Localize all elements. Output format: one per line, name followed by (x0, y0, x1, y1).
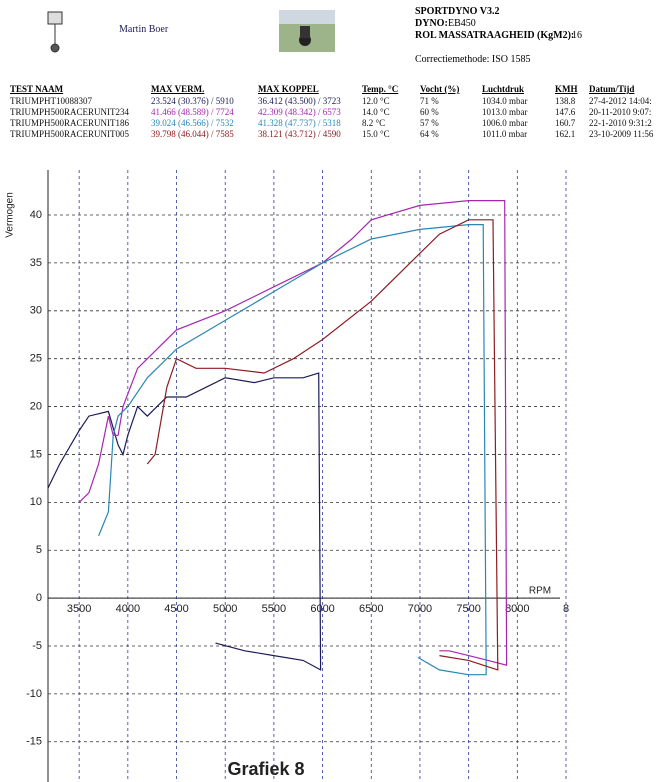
table-cell: 23-10-2009 11:56 (589, 129, 654, 139)
photo (279, 10, 335, 52)
table-cell: 42.309 (48.342) / 6573 (258, 107, 341, 117)
y-tick-label: 0 (36, 592, 42, 604)
table-cell: MAX KOPPEL (258, 84, 319, 94)
series-line (78, 200, 508, 666)
table-cell: 15.0 °C (362, 129, 390, 139)
table-cell: 1034.0 mbar (482, 96, 528, 106)
y-tick-label: 20 (30, 400, 42, 412)
y-axis-label: Vermogen (5, 192, 16, 238)
table-cell: TEST NAAM (10, 84, 64, 94)
x-tick-label: 4500 (164, 603, 188, 615)
inertia-value: 16 (572, 30, 582, 41)
table-cell: KMH (555, 84, 578, 94)
x-axis-label: RPM (529, 586, 551, 597)
table-cell: 36.412 (43.500) / 3723 (258, 96, 341, 106)
y-tick-label: 30 (30, 305, 42, 317)
logo (47, 11, 63, 53)
table-cell: 57 % (420, 118, 439, 128)
table-cell: 27-4-2012 14:04: (589, 96, 652, 106)
table-cell: 1013.0 mbar (482, 107, 528, 117)
table-cell: 8.2 °C (362, 118, 386, 128)
x-tick-label: 4000 (116, 603, 140, 615)
table-cell: 38.121 (43.712) / 4590 (258, 129, 341, 139)
program: SPORTDYNO V3.2 (415, 6, 500, 17)
series-line (146, 219, 499, 671)
table-cell: TRIUMPH500RACERUNIT234 (10, 107, 130, 117)
chart-title: Grafiek 8 (227, 759, 304, 779)
x-tick-label: 6500 (359, 603, 383, 615)
y-tick-label: 15 (30, 448, 42, 460)
table-cell: 22-1-2010 9:31:2 (589, 118, 652, 128)
table-cell: 60 % (420, 107, 439, 117)
table-cell: 64 % (420, 129, 439, 139)
table-cell: 1006.0 mbar (482, 118, 528, 128)
series-line (47, 372, 322, 671)
x-tick-label: 5000 (213, 603, 237, 615)
y-tick-label: -10 (26, 688, 42, 700)
table-cell: Vocht (%) (420, 84, 460, 94)
table-cell: TRIUMPHT10088307 (10, 96, 93, 106)
correction: Correctiemethode: ISO 1585 (415, 54, 531, 65)
table-cell: TRIUMPH500RACERUNIT186 (10, 118, 130, 128)
x-tick-label: 7000 (408, 603, 432, 615)
y-tick-label: 10 (30, 496, 42, 508)
table-cell: 160.7 (555, 118, 576, 128)
table-cell: 147.6 (555, 107, 576, 117)
y-tick-label: 35 (30, 257, 42, 269)
table-cell: Temp. °C (362, 84, 399, 94)
table-cell: 14.0 °C (362, 107, 390, 117)
table-cell: 39.024 (46.566) / 7532 (151, 118, 234, 128)
table-cell: 71 % (420, 96, 439, 106)
dyno-value: EB450 (448, 18, 476, 29)
table-cell: 12.0 °C (362, 96, 390, 106)
y-tick-label: -5 (32, 640, 42, 652)
x-tick-label: 7500 (456, 603, 480, 615)
table-cell: MAX VERM. (151, 84, 205, 94)
y-tick-label: -15 (26, 736, 42, 748)
x-tick-label: 5500 (262, 603, 286, 615)
table-cell: 138.8 (555, 96, 576, 106)
series-line (98, 224, 487, 676)
table-cell: 41.466 (48.589) / 7724 (151, 107, 234, 117)
table-cell: 23.524 (30.376) / 5910 (151, 96, 234, 106)
table-cell: 1011.0 mbar (482, 129, 528, 139)
name: Martin Boer (119, 24, 169, 35)
table-cell: 39.798 (46.044) / 7585 (151, 129, 234, 139)
table-cell: 20-11-2010 9:07: (589, 107, 652, 117)
table-cell: Datum/Tijd (589, 84, 635, 94)
x-tick-label: 6000 (310, 603, 334, 615)
table-cell: 41.328 (47.737) / 5318 (258, 118, 341, 128)
inertia-label: ROL MASSATRAAGHEID (KgM2): (415, 30, 575, 41)
table-cell: Luchtdruk (482, 84, 525, 94)
x-tick-label: 8000 (505, 603, 529, 615)
table-cell: TRIUMPH500RACERUNIT005 (10, 129, 130, 139)
x-tick-label: 3500 (67, 603, 91, 615)
dyno-label: DYNO: (415, 18, 448, 29)
y-tick-label: 25 (30, 353, 42, 365)
table-cell: 162.1 (555, 129, 576, 139)
y-tick-label: 5 (36, 544, 42, 556)
x-tick-label: 8 (563, 603, 569, 615)
y-tick-label: 40 (30, 209, 42, 221)
